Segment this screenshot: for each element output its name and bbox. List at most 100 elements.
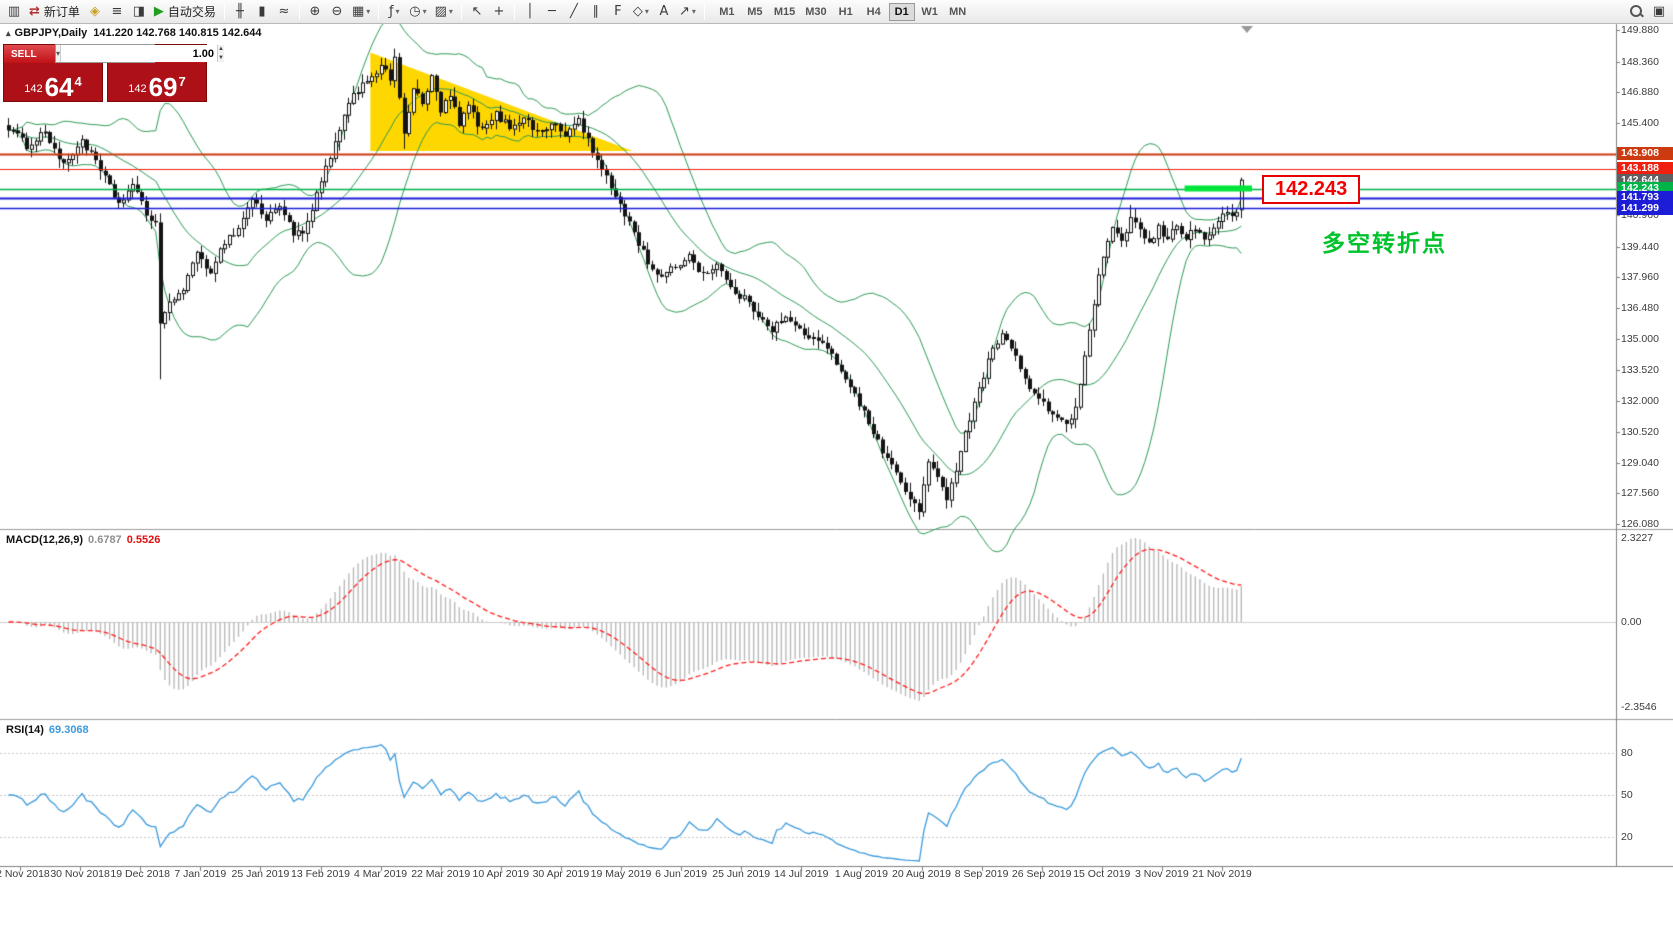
volume-spinner: ▲ ▼: [217, 45, 224, 62]
periods-button[interactable]: ◷ ▾: [405, 2, 430, 22]
new-order-button[interactable]: ⇄ 新订单: [25, 2, 84, 22]
chevron-down-icon: ▾: [644, 7, 649, 16]
collapse-arrow-icon[interactable]: ▴: [6, 28, 11, 38]
price-scale-label: 136.480: [1621, 302, 1659, 315]
timeframe-mn[interactable]: MN: [949, 5, 967, 18]
price-scale-label: 149.880: [1621, 24, 1659, 36]
price-scale-label: 137.960: [1621, 271, 1659, 284]
volume-input[interactable]: [61, 45, 218, 62]
navigator-button[interactable]: ◨: [128, 2, 150, 22]
macd-main-value: 0.6787: [88, 534, 122, 546]
grid-icon: ▦: [351, 4, 365, 19]
chinese-annotation[interactable]: 多空转折点: [1322, 230, 1447, 256]
new-chart-icon: ▥: [7, 4, 21, 19]
candlestick-chart-icon: ▮: [258, 4, 266, 19]
date-label: 22 Mar 2019: [411, 868, 471, 880]
rsi-pane-label: RSI(14) 69.3068: [6, 724, 89, 736]
grid-button[interactable]: ▦ ▾: [348, 2, 374, 22]
bar-chart-icon: ╫: [236, 4, 244, 19]
date-label: 4 Mar 2019: [354, 868, 408, 880]
timeframe-w1[interactable]: W1: [921, 5, 938, 18]
price-scale-label: 130.520: [1621, 425, 1659, 438]
fibonacci-button[interactable]: F: [607, 2, 629, 22]
text-label-button[interactable]: A: [653, 2, 675, 22]
timeframe-m15[interactable]: M15: [773, 5, 796, 18]
price-callout-label[interactable]: 142.243: [1262, 175, 1361, 204]
price-scale-label: 133.520: [1621, 363, 1659, 376]
toolbar-separator: [513, 3, 515, 20]
buy-price-pip: 7: [178, 74, 186, 89]
line-chart-button[interactable]: ≈: [273, 2, 295, 22]
timeframe-m5[interactable]: M5: [747, 5, 763, 18]
volume-spinner-down[interactable]: ▼: [218, 53, 224, 62]
toolbar-separator: [223, 3, 225, 20]
trendline-icon: ╱: [570, 4, 578, 19]
timeframe-m1[interactable]: M1: [719, 5, 735, 18]
timeframe-h4[interactable]: H4: [866, 5, 881, 18]
toolbar-separator: [378, 3, 380, 20]
macd-signal-value: 0.5526: [126, 534, 161, 546]
date-label: 1 Aug 2019: [834, 868, 888, 880]
date-label: 15 Oct 2019: [1073, 868, 1131, 880]
bar-chart-button[interactable]: ╫: [229, 2, 251, 22]
date-label: 8 Sep 2019: [954, 868, 1009, 880]
toolbar-separator: [703, 3, 705, 20]
candlestick-chart-button[interactable]: ▮: [251, 2, 273, 22]
market-watch-button[interactable]: ≡: [106, 2, 128, 22]
price-scale-label: 127.560: [1621, 487, 1659, 500]
timeframe-d1[interactable]: D1: [888, 2, 915, 21]
trendline-button[interactable]: ╱: [563, 2, 585, 22]
volume-spinner-up[interactable]: ▲: [218, 45, 224, 54]
indicators-icon: ƒ: [388, 4, 394, 19]
zoom-in-icon: ⊕: [309, 4, 321, 19]
fibonacci-icon: F: [614, 4, 622, 19]
date-label: 19 Dec 2018: [110, 868, 170, 880]
zoom-out-button[interactable]: ⊖: [326, 2, 348, 22]
templates-button[interactable]: ▨ ▾: [431, 2, 457, 22]
one-click-trade-panel: SELL 142 64 4 BUY 142 69 7 ▾ ▲ ▼: [3, 44, 224, 102]
date-label: 12 Nov 2018: [0, 868, 50, 880]
main-toolbar: ▥ ⇄ 新订单 ◈ ≡ ◨ ▶ 自动交易 ╫ ▮ ≈ ⊕ ⊖ ▦ ▾ ƒ ▾ ◷ ▾ …: [0, 0, 1673, 24]
chevron-down-icon: ▾: [395, 7, 400, 16]
channel-icon: ∥: [592, 4, 600, 19]
horizontal-line-button[interactable]: ─: [541, 2, 563, 22]
chevron-down-icon: ▾: [448, 7, 453, 16]
data-window-button[interactable]: ▣: [1648, 2, 1670, 22]
periods-icon: ◷: [409, 4, 421, 19]
shapes-button[interactable]: ◇ ▾: [629, 2, 653, 22]
sell-price: 142 64 4: [4, 63, 102, 101]
indicators-button[interactable]: ƒ ▾: [383, 2, 405, 22]
autotrading-button[interactable]: ▶ 自动交易: [150, 2, 220, 22]
search-button[interactable]: [1625, 2, 1648, 22]
autotrading-icon: ▶: [153, 4, 164, 19]
data-window-icon: ▣: [1652, 4, 1666, 19]
new-order-icon: ⇄: [29, 4, 40, 19]
price-scale[interactable]: 149.880 148.360 146.880 145.400 140.960 139.4…: [1617, 0, 1673, 948]
zoom-in-button[interactable]: ⊕: [304, 2, 326, 22]
timeframe-m30[interactable]: M30: [805, 5, 827, 18]
shapes-icon: ◇: [632, 4, 643, 19]
buy-price: 142 69 7: [108, 63, 206, 101]
vertical-line-button[interactable]: │: [519, 2, 541, 22]
volume-dropdown-icon[interactable]: ▾: [56, 45, 62, 62]
buy-price-main: 69: [148, 72, 178, 102]
new-chart-button[interactable]: ▥: [3, 2, 25, 22]
arrows-button[interactable]: ↗ ▾: [675, 2, 700, 22]
channel-button[interactable]: ∥: [585, 2, 607, 22]
price-scale-label: 145.400: [1621, 116, 1659, 129]
date-label: 21 Nov 2019: [1192, 868, 1252, 880]
metaeditor-button[interactable]: ◈: [84, 2, 106, 22]
timeframe-group: M1 M5 M15 M30 H1 H4 D1 W1 MN: [713, 2, 972, 21]
date-label: 26 Sep 2019: [1011, 868, 1072, 880]
cursor-button[interactable]: ↖: [466, 2, 488, 22]
rsi-scale-label: 80: [1621, 747, 1633, 759]
price-scale-label: 126.080: [1621, 517, 1659, 530]
price-marker-label: 141.299: [1617, 201, 1673, 215]
vertical-line-icon: │: [526, 4, 534, 19]
rsi-scale-label: 50: [1621, 789, 1633, 801]
timeframe-h1[interactable]: H1: [838, 5, 853, 18]
chevron-down-icon: ▾: [691, 7, 696, 16]
crosshair-button[interactable]: +: [488, 2, 510, 22]
